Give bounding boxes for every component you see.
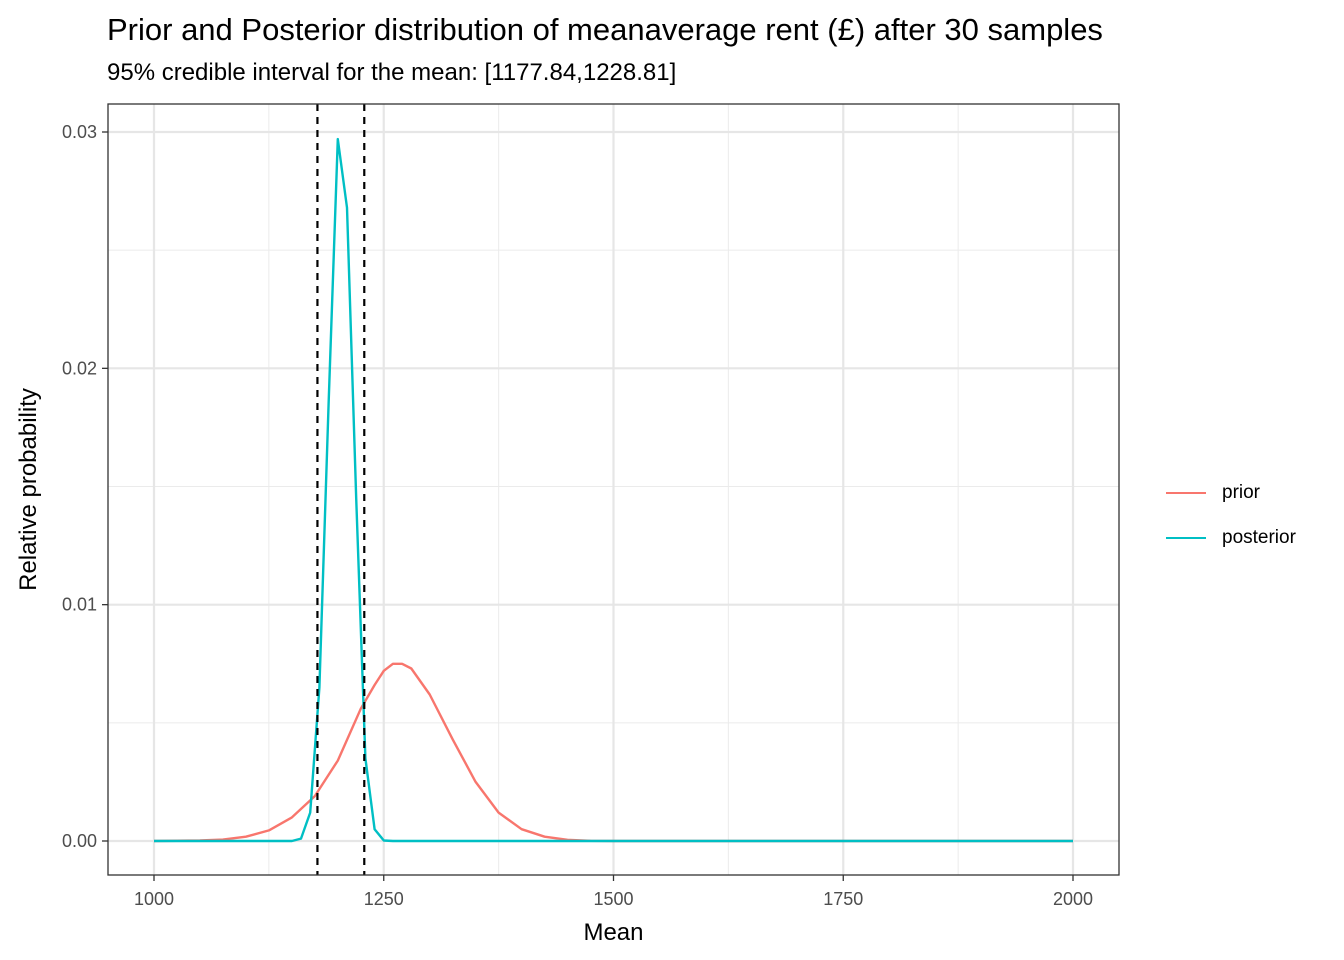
- axes: 1000 1250 1500 1750 2000 0.00 0.01 0.02 0.03: [62, 122, 1093, 909]
- legend: prior posterior: [1166, 470, 1296, 560]
- grid-lines: [108, 104, 1119, 875]
- series-lines: [153, 137, 1073, 843]
- legend-key-posterior: [1166, 536, 1206, 539]
- y-tick-label: 0.01: [62, 595, 97, 615]
- x-tick-label: 1000: [134, 889, 174, 909]
- legend-item-prior: prior: [1166, 470, 1296, 515]
- x-tick-label: 2000: [1053, 889, 1093, 909]
- y-axis-title: Relative probability: [15, 388, 42, 591]
- x-tick-label: 1500: [593, 889, 633, 909]
- chart-title: Prior and Posterior distribution of mean…: [107, 12, 1103, 47]
- legend-label-posterior: posterior: [1222, 526, 1296, 548]
- series-line-posterior: [154, 137, 1073, 843]
- legend-label-prior: prior: [1222, 481, 1261, 503]
- x-axis-title: Mean: [583, 919, 643, 946]
- chart-subtitle: 95% credible interval for the mean: [117…: [107, 59, 677, 86]
- legend-key-prior: [1166, 491, 1206, 494]
- y-tick-label: 0.02: [62, 358, 97, 378]
- y-tick-label: 0.03: [62, 122, 97, 142]
- y-tick-label: 0.00: [62, 831, 97, 851]
- legend-item-posterior: posterior: [1166, 515, 1296, 560]
- series-line-prior: [153, 662, 1073, 843]
- x-tick-label: 1250: [364, 889, 404, 909]
- x-tick-label: 1750: [823, 889, 863, 909]
- credible-interval-lines: [316, 104, 366, 875]
